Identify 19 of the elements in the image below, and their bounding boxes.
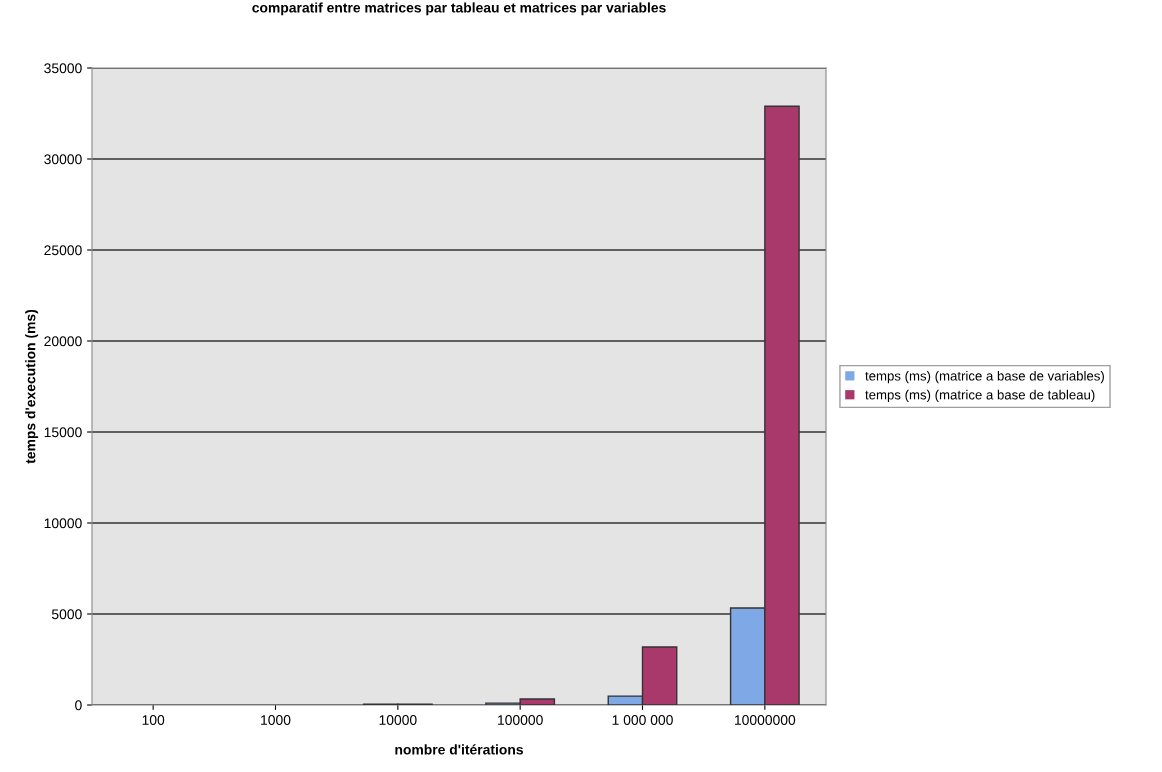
y-tick-label: 30000 bbox=[44, 154, 82, 165]
x-axis-title: nombre d'itérations bbox=[395, 744, 523, 755]
y-tick-label: 15000 bbox=[44, 427, 82, 438]
y-axis-title: temps d'execution (ms) bbox=[25, 309, 39, 464]
x-tick-label: 1 000 000 bbox=[612, 715, 673, 725]
x-tick-label: 100 bbox=[142, 715, 165, 725]
legend-label: temps (ms) (matrice a base de tableau) bbox=[865, 389, 1095, 403]
legend-label: temps (ms) (matrice a base de variables) bbox=[865, 370, 1104, 384]
x-tick-label: 1000 bbox=[261, 715, 291, 725]
y-tick-label: 20000 bbox=[44, 336, 82, 347]
x-tick-label: 100000 bbox=[498, 715, 543, 725]
y-tick-label: 25000 bbox=[44, 245, 82, 256]
y-tick-label: 10000 bbox=[44, 518, 82, 529]
y-tick-label: 35000 bbox=[44, 63, 82, 74]
y-tick-label: 0 bbox=[75, 700, 82, 711]
x-tick-label: 10000000 bbox=[735, 715, 796, 725]
chart-title: comparatif entre matrices par tableau et matrices par variables bbox=[252, 2, 666, 16]
x-tick-label: 10000 bbox=[379, 715, 417, 725]
y-tick-label: 5000 bbox=[51, 609, 82, 620]
